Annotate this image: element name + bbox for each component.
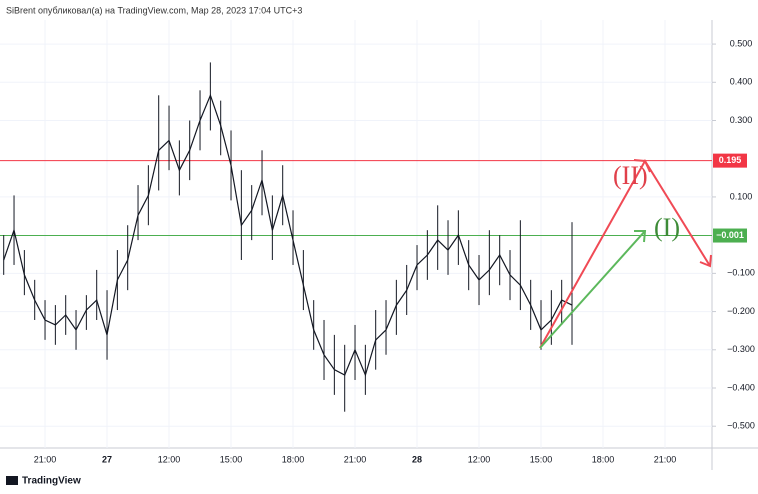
level-badge [713, 228, 747, 243]
x-tick-label: 12:00 [158, 454, 181, 464]
logo-icon [6, 476, 18, 485]
y-tick-label: −0.100 [727, 268, 755, 278]
x-tick-label: 27 [102, 454, 112, 464]
arrow-head [633, 159, 651, 173]
x-tick-label: 21:00 [654, 454, 677, 464]
y-tick-label: −0.200 [727, 306, 755, 316]
y-tick-label: −0.300 [727, 344, 755, 354]
level-label: −0.001 [716, 230, 744, 240]
green-arrow [539, 230, 646, 349]
x-tick-label: 21:00 [34, 454, 57, 464]
x-tick-label: 18:00 [592, 454, 615, 464]
arrows [539, 159, 712, 349]
footer: TradingView [22, 476, 81, 487]
y-tick-label: −0.500 [727, 421, 755, 431]
level-badge [713, 153, 747, 168]
y-tick-label: 0.100 [730, 191, 753, 201]
level-label: 0.195 [719, 155, 742, 165]
wave-label: (II) [613, 161, 648, 190]
y-tick-label: −0.400 [727, 382, 755, 392]
header: SiBrent опубликовал(а) на TradingView.co… [6, 5, 302, 15]
x-tick-label: 15:00 [220, 454, 243, 464]
y-tick-label: 0.400 [730, 77, 753, 87]
x-tick-label: 12:00 [468, 454, 491, 464]
arrow-head [699, 254, 712, 268]
wave-label: (I) [654, 213, 680, 242]
x-tick-label: 15:00 [530, 454, 553, 464]
plot [0, 62, 712, 412]
y-tick-label: 0.300 [730, 115, 753, 125]
x-tick-label: 18:00 [282, 454, 305, 464]
x-tick-label: 28 [412, 454, 422, 464]
y-tick-label: 0.500 [730, 38, 753, 48]
logo [6, 476, 18, 485]
price-line [3, 93, 573, 377]
grid [0, 20, 712, 448]
arrow-head [634, 230, 647, 243]
x-tick-label: 21:00 [344, 454, 367, 464]
